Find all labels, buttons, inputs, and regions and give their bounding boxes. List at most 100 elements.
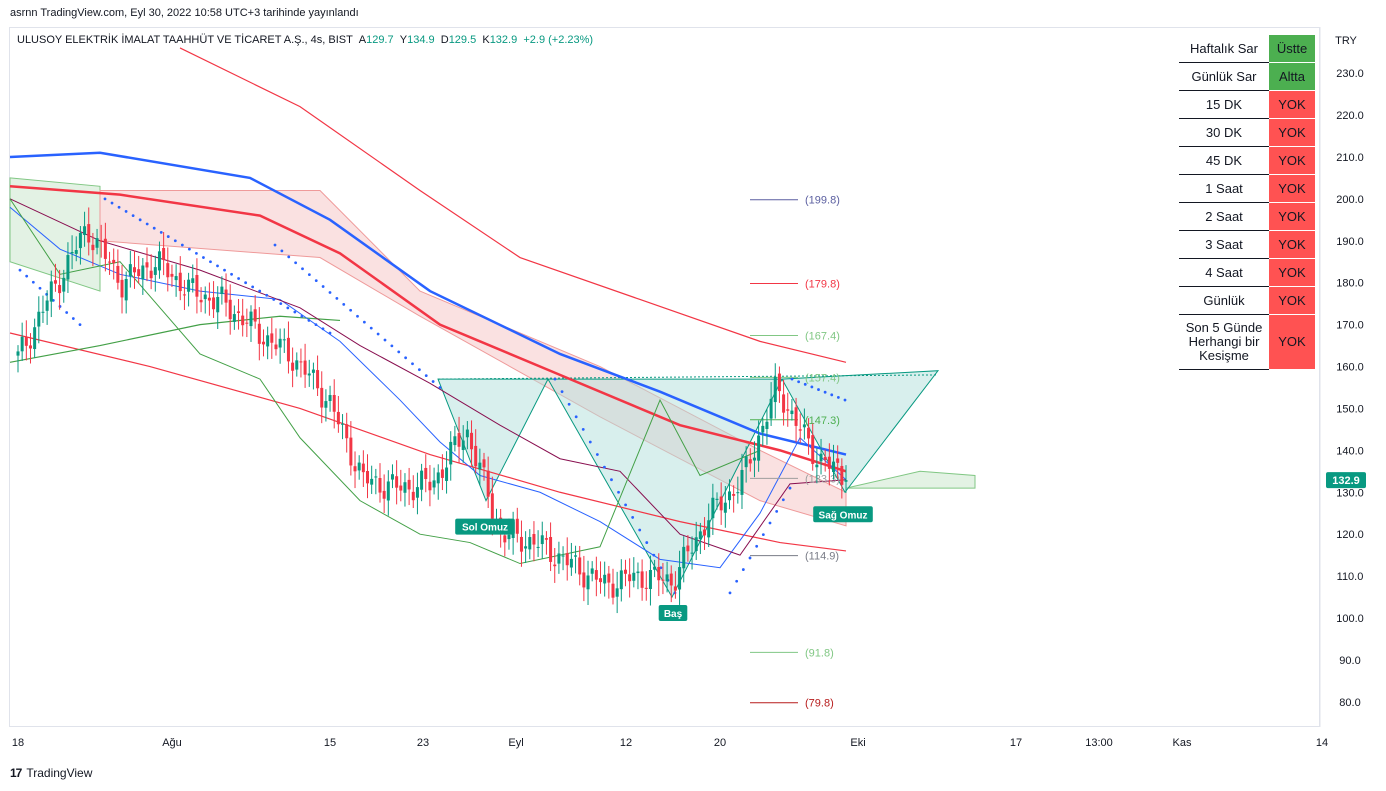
price-axis: TRY 80.0 90.0 100.0 110.0 120.0 130.0 140.0 150.… — [1319, 27, 1366, 727]
candle-body — [295, 360, 299, 370]
pattern-label: Sağ Omuz — [819, 510, 868, 521]
high-label: Y — [399, 34, 408, 46]
sar-dot — [603, 465, 606, 469]
candle-body — [736, 492, 740, 494]
sar-dot — [342, 302, 346, 306]
candle-body — [786, 409, 790, 411]
candle-body — [507, 534, 511, 540]
candle-body — [20, 336, 24, 352]
candle-body — [732, 494, 736, 496]
candle-body — [212, 297, 216, 310]
candle-body — [307, 373, 311, 376]
candle-body — [561, 555, 565, 557]
close-label: K — [482, 34, 490, 46]
ma-lower-line — [9, 332, 847, 552]
candle-body — [278, 338, 282, 348]
candle-body — [486, 470, 490, 497]
candle-body — [457, 433, 461, 447]
low-label: D — [440, 34, 449, 46]
sar-dot — [124, 210, 128, 213]
candle-body — [70, 252, 74, 254]
sar-dot — [645, 541, 649, 544]
indicator-lines — [9, 47, 847, 569]
candle-body — [133, 267, 137, 273]
candle-body — [162, 247, 166, 260]
sar-dot — [173, 239, 177, 243]
candle-body — [103, 238, 107, 259]
last-price-label: 132.9 — [1332, 475, 1360, 487]
parabolic-sar — [18, 197, 847, 595]
sar-dot — [335, 297, 339, 300]
candle-body — [653, 566, 657, 570]
time-tick-label: Eyl — [508, 737, 523, 749]
candle-body — [282, 339, 286, 341]
candle-body — [765, 421, 769, 430]
candle-body — [45, 300, 49, 311]
sar-dot — [581, 427, 585, 431]
candle-body — [490, 493, 494, 519]
sar-dot — [741, 568, 745, 571]
candle-body — [232, 314, 236, 322]
signal-label: Son 5 Günde Herhangi bir Kesişme — [1179, 314, 1269, 370]
candle-body — [62, 277, 66, 292]
sar-dot — [823, 390, 827, 394]
candle-body — [220, 286, 224, 294]
time-tick-label: Ağu — [162, 737, 182, 749]
candle-body — [794, 407, 798, 426]
candle-body — [807, 427, 811, 439]
sar-dot — [362, 320, 366, 324]
candle-body — [216, 296, 220, 313]
sar-dot — [397, 350, 401, 354]
candle-body — [557, 553, 561, 564]
sar-dot — [321, 285, 325, 288]
fib-level-label: (79.8) — [805, 698, 834, 710]
sar-dot — [314, 279, 318, 282]
candle-body — [112, 259, 116, 264]
candle-body — [407, 479, 411, 490]
sar-dot — [748, 556, 752, 560]
candle-body — [33, 327, 37, 350]
candle-body — [461, 440, 465, 451]
sar-dot — [216, 264, 219, 268]
candle-body — [823, 456, 827, 460]
candle-body — [682, 546, 686, 569]
candle-body — [182, 294, 186, 296]
candle-body — [515, 518, 519, 534]
candle-body — [528, 537, 532, 550]
ma-upper-line — [179, 47, 847, 363]
fib-level-label: (91.8) — [805, 647, 834, 659]
sar-dot — [272, 298, 276, 301]
candlesticks — [16, 207, 848, 614]
candle-body — [374, 476, 378, 478]
candle-body — [449, 441, 453, 465]
sar-dot — [307, 319, 311, 322]
fib-level-label: (199.8) — [805, 195, 840, 207]
candle-body — [78, 232, 82, 249]
sar-dot — [230, 272, 233, 276]
sar-dot — [166, 235, 170, 238]
candle-body — [49, 281, 53, 302]
high-value: 134.9 — [407, 34, 435, 46]
candle-body — [170, 273, 174, 277]
sar-dot — [560, 390, 564, 394]
signal-row: Günlük YOK — [1179, 286, 1315, 315]
sar-dot — [38, 286, 42, 290]
candle-body — [266, 335, 270, 347]
candle-body — [328, 395, 332, 401]
sar-dot — [349, 308, 353, 312]
sar-dot — [258, 289, 262, 293]
sar-dot — [237, 277, 240, 280]
price-tick-label: 100.0 — [1336, 613, 1364, 625]
time-tick-label: 13:00 — [1085, 737, 1113, 749]
candle-body — [274, 344, 278, 350]
candle-body — [811, 435, 815, 464]
sar-dot — [307, 273, 311, 277]
sar-dot — [78, 323, 82, 327]
ma-long-line — [9, 151, 847, 456]
signal-value: Üstte — [1269, 35, 1315, 63]
sar-dot — [588, 440, 592, 444]
candle-body — [582, 572, 586, 588]
candle-body — [16, 351, 20, 356]
tradingview-brand[interactable]: 17 TradingView — [10, 766, 92, 780]
